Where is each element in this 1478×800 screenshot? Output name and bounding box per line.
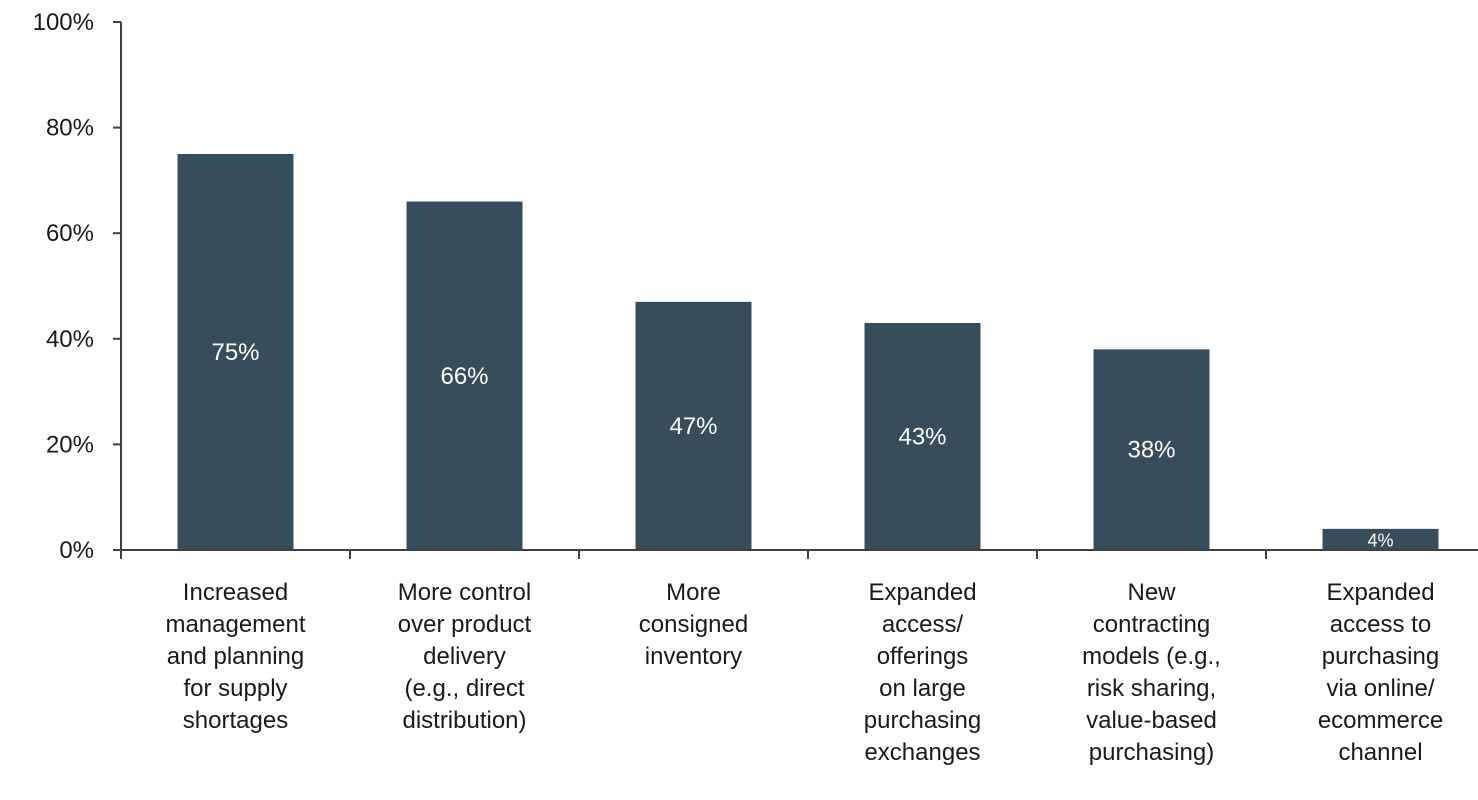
y-tick-label: 20% [46, 431, 94, 458]
x-axis: Increased management and planning for suppl… [120, 549, 1478, 766]
data-label: 66% [440, 363, 488, 390]
bar [1093, 349, 1210, 550]
category-label: More control over product delivery (e.g., d… [398, 579, 532, 734]
category-label: New contracting models (e.g., risk sharing,… [1082, 579, 1221, 766]
bar [1322, 528, 1439, 550]
bar [177, 154, 294, 550]
category-label: Expanded access/offerings on large purchasi… [864, 579, 981, 766]
category-label: More consigned inventory [639, 579, 748, 670]
data-label: 43% [898, 423, 946, 450]
y-axis: 0% 20% 40% 60% 80% 100% [33, 9, 122, 564]
bars: 75% 66% 47% 43% 38% 4% [177, 154, 1439, 550]
y-tick-label: 40% [46, 326, 94, 353]
category-label: Expanded access to purchasing via online/ec… [1318, 579, 1443, 766]
y-tick-label: 100% [33, 9, 94, 36]
y-tick-label: 60% [46, 220, 94, 247]
bar [406, 201, 523, 550]
y-tick-label: 0% [59, 537, 94, 564]
data-label: 4% [1367, 530, 1393, 550]
category-label: Increased management and planning for suppl… [165, 579, 305, 734]
data-label: 47% [669, 413, 717, 440]
y-tick-label: 80% [46, 115, 94, 142]
bar [864, 322, 981, 550]
data-label: 75% [211, 339, 259, 366]
data-label: 38% [1127, 437, 1175, 464]
bar [635, 301, 752, 550]
